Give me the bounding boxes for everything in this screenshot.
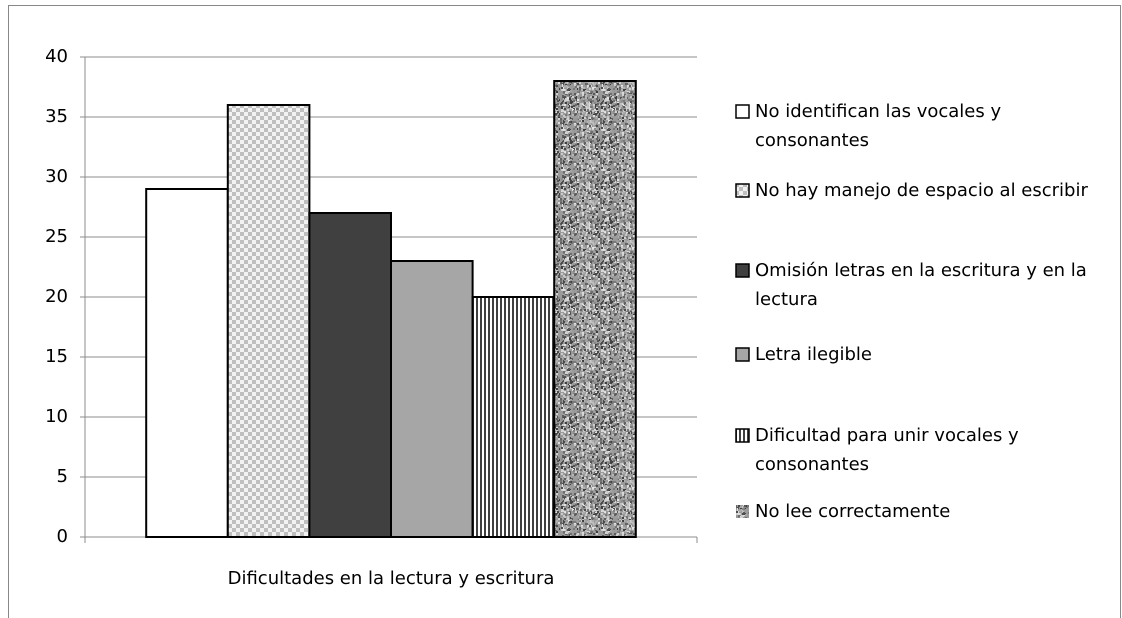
legend-item: No identifican las vocales y consonantes: [735, 97, 1115, 155]
legend-marker: [735, 183, 750, 198]
y-tick-label: 40: [45, 46, 68, 67]
legend-swatch: [735, 347, 750, 362]
y-tick-label: 5: [57, 466, 68, 487]
legend-label: Dificultad para unir vocales y consonant…: [755, 425, 1019, 475]
legend-label: No hay manejo de espacio al escribir: [755, 180, 1088, 201]
legend-swatch: [735, 263, 750, 278]
bar: [390, 260, 474, 538]
bar: [471, 296, 556, 538]
legend-item: No lee correctamente: [735, 497, 1115, 526]
legend-item: No hay manejo de espacio al escribir: [735, 176, 1115, 205]
bar: [308, 212, 392, 538]
legend-marker: [735, 263, 750, 278]
y-tick-label: 25: [45, 226, 68, 247]
legend-label: Letra ilegible: [755, 344, 872, 365]
legend-swatch: [735, 183, 750, 198]
bar: [553, 80, 637, 538]
bar: [145, 188, 229, 538]
y-tick-label: 10: [45, 406, 68, 427]
legend-swatch: [736, 505, 749, 518]
legend-item: Omisión letras en la escritura y en la l…: [735, 256, 1115, 314]
y-tick-label: 35: [45, 106, 68, 127]
y-tick-label: 20: [45, 286, 68, 307]
legend-marker: [735, 428, 750, 443]
legend-label: Omisión letras en la escritura y en la l…: [755, 260, 1087, 310]
legend-label: No lee correctamente: [755, 501, 951, 522]
legend-swatch: [735, 104, 750, 119]
legend-item: Dificultad para unir vocales y consonant…: [735, 421, 1115, 479]
y-tick-label: 0: [57, 526, 68, 547]
legend-marker: [736, 505, 749, 518]
frame: [8, 5, 1121, 618]
legend-item: Letra ilegible: [735, 340, 1115, 369]
legend-swatch: [735, 428, 750, 443]
legend-label: No identifican las vocales y consonantes: [755, 101, 1002, 151]
y-tick-label: 30: [45, 166, 68, 187]
legend-marker: [735, 104, 750, 119]
y-tick-label: 15: [45, 346, 68, 367]
bar: [226, 104, 311, 538]
x-tick-label: Dificultades en la lectura y escritura: [228, 568, 555, 589]
legend-marker: [735, 347, 750, 362]
